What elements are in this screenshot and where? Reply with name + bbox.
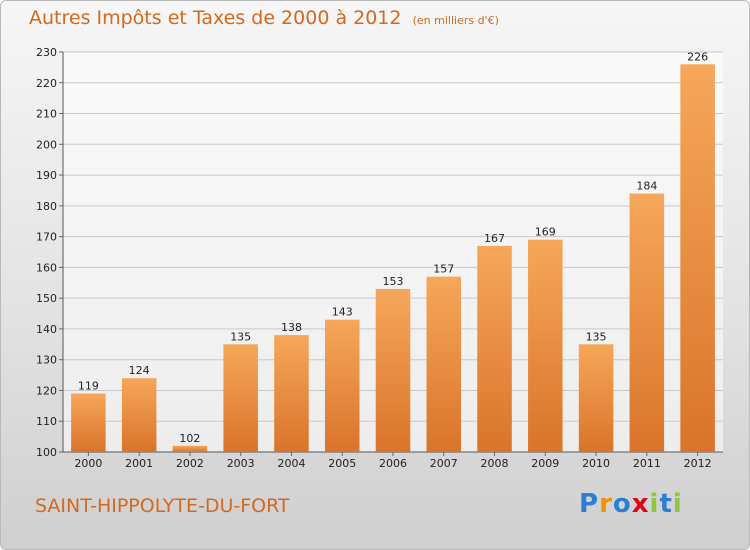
x-tick-label: 2001: [125, 457, 153, 470]
data-label: 184: [636, 180, 657, 193]
data-label: 169: [535, 226, 556, 239]
data-label: 102: [179, 432, 200, 445]
x-tick-label: 2004: [277, 457, 305, 470]
y-tick-label: 120: [36, 384, 57, 397]
bar: [528, 239, 563, 452]
x-tick-label: 2006: [379, 457, 407, 470]
bar: [172, 445, 208, 452]
chart-unit-note: (en milliers d'€): [412, 14, 499, 27]
y-tick-label: 220: [36, 77, 57, 90]
bar: [477, 245, 512, 452]
bar: [71, 393, 106, 452]
x-tick-label: 2011: [633, 457, 661, 470]
brand-letter: r: [599, 489, 613, 519]
x-tick-label: 2000: [74, 457, 102, 470]
bar: [578, 344, 614, 452]
y-tick-label: 140: [36, 323, 57, 336]
y-tick-label: 150: [36, 292, 57, 305]
bar: [375, 288, 411, 452]
bar: [223, 344, 258, 452]
y-tick-label: 190: [36, 169, 57, 182]
x-tick-label: 2012: [684, 457, 712, 470]
brand-letter: i: [649, 489, 660, 519]
data-label: 138: [281, 321, 302, 334]
data-label: 119: [78, 380, 99, 393]
data-label: 167: [484, 232, 505, 245]
data-label: 124: [129, 364, 150, 377]
bar: [426, 276, 462, 452]
y-tick-label: 230: [36, 46, 57, 59]
y-tick-label: 180: [36, 200, 57, 213]
x-tick-label: 2007: [430, 457, 458, 470]
proxiti-logo: Proxiti: [579, 489, 683, 519]
bar: [680, 64, 715, 453]
y-tick-label: 200: [36, 138, 57, 151]
y-tick-label: 100: [36, 446, 57, 459]
data-label: 153: [383, 275, 404, 288]
data-label: 143: [332, 306, 353, 319]
chart-title: Autres Impôts et Taxes de 2000 à 2012: [29, 7, 402, 29]
brand-letter: P: [579, 489, 600, 519]
y-tick-label: 130: [36, 354, 57, 367]
y-tick-label: 110: [36, 415, 57, 428]
chart-title-block: Autres Impôts et Taxes de 2000 à 2012 (e…: [29, 7, 499, 29]
commune-name: SAINT-HIPPOLYTE-DU-FORT: [35, 495, 290, 517]
brand-letter: x: [631, 489, 650, 519]
bar: [121, 378, 157, 452]
x-tick-label: 2008: [481, 457, 509, 470]
x-tick-label: 2005: [328, 457, 356, 470]
bar: [274, 335, 309, 452]
brand-letter: o: [612, 489, 632, 519]
bar: [324, 319, 360, 452]
x-tick-label: 2009: [531, 457, 559, 470]
x-tick-label: 2002: [176, 457, 204, 470]
data-label: 135: [586, 330, 607, 343]
y-tick-label: 160: [36, 261, 57, 274]
data-label: 135: [230, 330, 251, 343]
x-tick-label: 2003: [227, 457, 255, 470]
bar: [629, 193, 665, 453]
y-tick-label: 210: [36, 108, 57, 121]
brand-letter: i: [672, 489, 683, 519]
data-label: 226: [687, 50, 708, 63]
brand-letter: t: [659, 489, 673, 519]
data-label: 157: [433, 263, 454, 276]
x-tick-label: 2010: [582, 457, 610, 470]
y-tick-label: 170: [36, 231, 57, 244]
